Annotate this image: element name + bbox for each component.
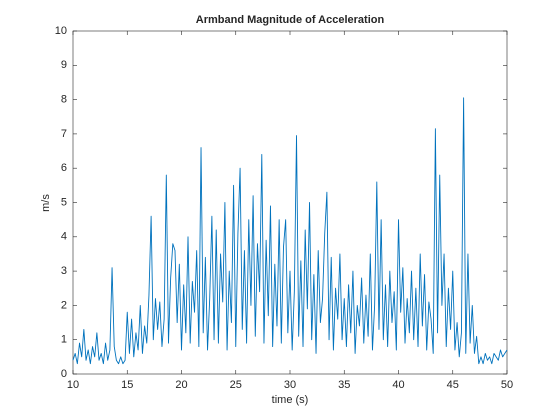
x-axis-label: time (s) bbox=[272, 394, 309, 406]
data-line bbox=[72, 97, 508, 365]
x-tick-label: 40 bbox=[392, 379, 404, 391]
chart-title: Armband Magnitude of Acceleration bbox=[196, 14, 385, 26]
x-tick-label: 20 bbox=[175, 379, 187, 391]
y-tick-label: 1 bbox=[61, 334, 67, 346]
y-tick-label: 8 bbox=[61, 94, 67, 106]
x-tick-label: 35 bbox=[338, 379, 350, 391]
y-tick-label: 7 bbox=[61, 128, 67, 140]
y-tick-label: 5 bbox=[61, 196, 67, 208]
y-tick-label: 2 bbox=[61, 299, 67, 311]
x-tick-label: 15 bbox=[121, 379, 133, 391]
y-tick-label: 3 bbox=[61, 265, 67, 277]
x-tick-label: 45 bbox=[447, 379, 459, 391]
y-tick-label: 4 bbox=[61, 231, 67, 243]
x-tick-label: 50 bbox=[501, 379, 513, 391]
y-tick-label: 6 bbox=[61, 162, 67, 174]
x-tick-label: 25 bbox=[230, 379, 242, 391]
y-tick-label: 10 bbox=[55, 25, 67, 37]
y-tick-label: 9 bbox=[61, 59, 67, 71]
x-tick-label: 30 bbox=[284, 379, 296, 391]
x-tick-label: 10 bbox=[67, 379, 79, 391]
y-tick-label: 0 bbox=[61, 368, 67, 380]
y-axis-label: m/s bbox=[40, 194, 52, 212]
